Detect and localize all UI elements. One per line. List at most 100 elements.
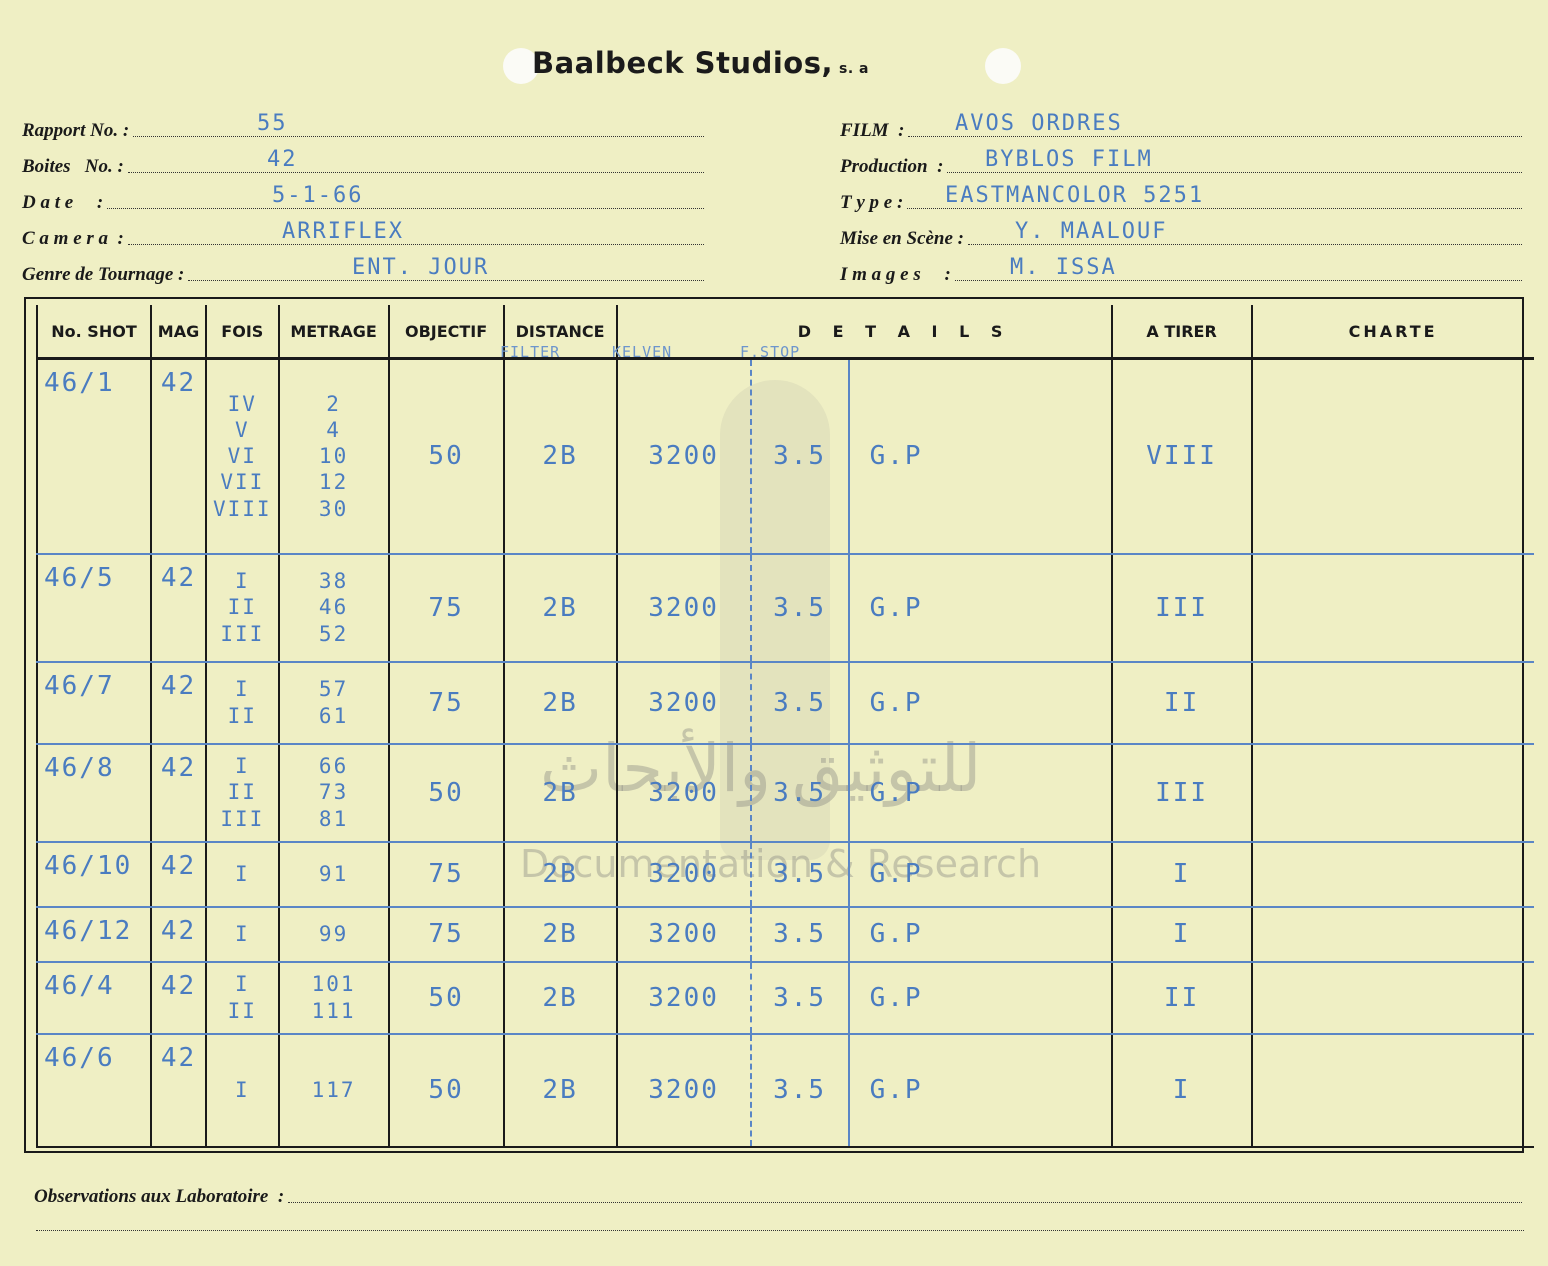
brand-suffix: s. a (838, 61, 869, 77)
cell-objectif: 75 (387, 841, 504, 908)
cell-a-tirer: I (1110, 1033, 1252, 1148)
cell-details: G.P (847, 553, 1112, 663)
left-field-4[interactable]: Genre de Tournage : ENT. JOUR (22, 255, 704, 286)
details-label: D E T A I L S (797, 321, 1011, 341)
cell-filter-value: 2B (542, 859, 578, 889)
cell-fois: IV V VI VII VIII (205, 358, 279, 555)
right-field-2[interactable]: T y p e : EASTMANCOLOR 5251 (840, 183, 1522, 214)
right-field-1[interactable]: Production : BYBLOS FILM (840, 147, 1522, 178)
cell-fstop-value: 3.5 (773, 859, 827, 889)
cell-fstop-value: 3.5 (773, 919, 827, 949)
cell-metrage-item: 46 (318, 595, 349, 620)
cell-metrage: 66 73 81 (277, 743, 389, 843)
cell-fstop: 3.5 (749, 906, 849, 963)
cell-charte (1250, 358, 1534, 555)
cell-fstop-value: 3.5 (773, 1075, 827, 1105)
cell-fois: I II (205, 961, 279, 1035)
cell-metrage: 91 (277, 841, 389, 908)
cell-fois-item: III (220, 621, 265, 646)
left-field-3[interactable]: C a m e r a : ARRIFLEX (22, 219, 704, 250)
cell-a-tirer-value: I (1172, 919, 1191, 949)
cell-objectif-value: 75 (428, 859, 464, 889)
cell-mag-value: 42 (160, 915, 197, 946)
cell-kelvin: 3200 (615, 1033, 751, 1148)
cell-metrage-item: 66 (318, 754, 349, 779)
cell-fstop: 3.5 (749, 553, 849, 663)
cell-mag-value: 42 (160, 368, 197, 398)
cell-filter: 2B (502, 961, 617, 1035)
cell-a-tirer: I (1110, 906, 1252, 963)
cell-charte (1250, 661, 1534, 745)
cell-shot: 46/6 (36, 1033, 151, 1148)
cell-metrage: 101 111 (277, 961, 389, 1035)
table-row: 46/6 42 I 117 50 2B 3200 3.5 G.P I (36, 1033, 1534, 1148)
field-value: BYBLOS FILM (985, 147, 1153, 172)
shot-report-table: No. SHOT MAG FOIS METRAGE OBJECTIF DISTA… (36, 305, 1534, 1148)
cell-fstop: 3.5 (749, 841, 849, 908)
left-field-1[interactable]: Boites No. : 42 (22, 147, 704, 178)
cell-fois-item: I (234, 921, 250, 946)
right-field-4[interactable]: I m a g e s : M. ISSA (840, 255, 1522, 286)
punch-hole-left (503, 48, 539, 84)
cell-shot-value: 46/8 (44, 752, 115, 783)
cell-mag: 42 (150, 743, 206, 843)
cell-fois-item: I (234, 1077, 250, 1102)
cell-metrage-item: 111 (311, 998, 356, 1023)
left-field-0[interactable]: Rapport No. : 55 (22, 111, 704, 142)
cell-filter-value: 2B (542, 1075, 578, 1105)
cell-metrage-item: 73 (318, 780, 349, 805)
right-field-0[interactable]: FILM : AVOS ORDRES (840, 111, 1522, 142)
cell-a-tirer: II (1110, 661, 1252, 745)
right-field-3[interactable]: Mise en Scène : Y. MAALOUF (840, 219, 1522, 250)
brand-name: Baalbeck Studios, (532, 46, 833, 80)
subheader-fstop: F.STOP (740, 343, 801, 361)
cell-a-tirer: III (1110, 743, 1252, 843)
observations-field[interactable]: Observations aux Laboratoire : (34, 1180, 1522, 1208)
cell-kelvin-value: 3200 (648, 919, 719, 949)
left-field-2[interactable]: D a t e : 5-1-66 (22, 183, 704, 214)
cell-details-value: G.P (869, 687, 923, 718)
cell-kelvin-value: 3200 (648, 1075, 719, 1105)
cell-objectif-value: 50 (428, 777, 464, 808)
cell-metrage-item: 38 (318, 569, 349, 594)
cell-shot-value: 46/1 (44, 368, 115, 398)
cell-objectif: 50 (387, 743, 504, 843)
cell-objectif-value: 50 (428, 1075, 464, 1105)
cell-a-tirer: II (1110, 961, 1252, 1035)
cell-filter: 2B (502, 743, 617, 843)
cell-kelvin: 3200 (615, 961, 751, 1035)
field-label: I m a g e s : (840, 264, 951, 285)
punch-hole-right (985, 48, 1021, 84)
cell-details: G.P (847, 961, 1112, 1035)
cell-details-value: G.P (869, 982, 923, 1013)
cell-metrage: 57 61 (277, 661, 389, 745)
cell-filter: 2B (502, 906, 617, 963)
cell-fois-item: VII (220, 470, 265, 495)
cell-details-value: G.P (869, 919, 923, 949)
cell-objectif-value: 75 (428, 687, 464, 718)
cell-metrage-item: 91 (318, 861, 349, 886)
cell-shot-value: 46/6 (44, 1042, 115, 1073)
cell-filter-value: 2B (542, 592, 578, 623)
cell-kelvin: 3200 (615, 553, 751, 663)
field-value: EASTMANCOLOR 5251 (945, 183, 1205, 208)
cell-kelvin-value: 3200 (648, 441, 719, 472)
cell-kelvin-value: 3200 (648, 777, 719, 808)
cell-fois-item: I (234, 754, 250, 779)
cell-mag: 42 (150, 661, 206, 745)
cell-fois: I II III (205, 743, 279, 843)
cell-fstop: 3.5 (749, 1033, 849, 1148)
cell-filter-value: 2B (542, 982, 578, 1013)
cell-details: G.P (847, 661, 1112, 745)
cell-shot-value: 46/10 (44, 850, 133, 881)
cell-metrage-item: 57 (318, 677, 349, 702)
cell-objectif: 75 (387, 553, 504, 663)
cell-a-tirer-value: I (1172, 859, 1191, 889)
cell-mag-value: 42 (160, 970, 197, 1001)
field-label: T y p e : (840, 192, 904, 213)
cell-shot: 46/5 (36, 553, 151, 663)
table-row: 46/5 42 I II III 38 46 52 75 2B 3200 3.5 G.P III (36, 553, 1534, 663)
cell-details-value: G.P (869, 1075, 923, 1105)
subheader-filter: FILTER (500, 343, 561, 361)
cell-kelvin: 3200 (615, 661, 751, 745)
